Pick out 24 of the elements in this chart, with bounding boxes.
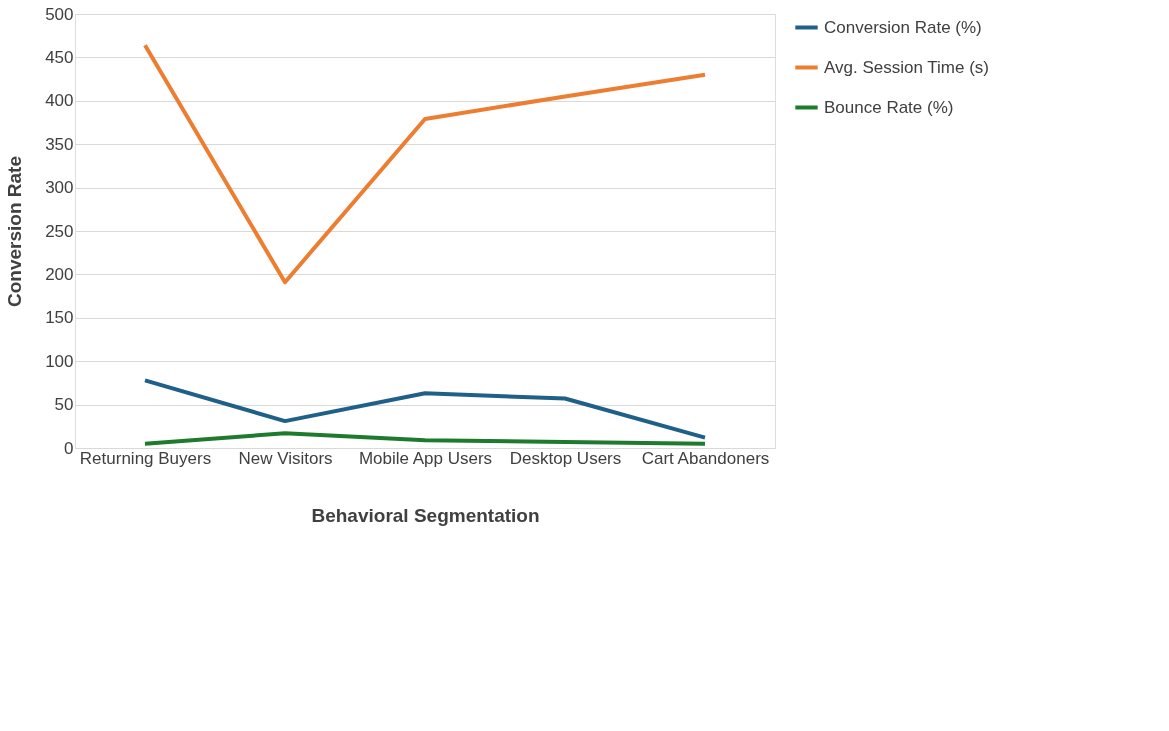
y-axis-title: Conversion Rate (4, 156, 26, 307)
y-tick-label: 350 (45, 134, 74, 154)
y-tick-label: 500 (45, 4, 74, 24)
y-tick-label: 150 (45, 308, 74, 328)
x-tick-label: Cart Abandoners (641, 448, 770, 468)
legend-label: Conversion Rate (%) (824, 17, 982, 37)
x-axis-title: Behavioral Segmentation (311, 504, 540, 526)
y-tick-label: 100 (45, 351, 74, 371)
y-tick-label: 50 (54, 395, 74, 415)
x-tick-label: New Visitors (238, 448, 333, 468)
y-tick-label: 200 (45, 264, 74, 284)
legend-label: Bounce Rate (%) (824, 97, 954, 117)
y-tick-label: 250 (45, 221, 74, 241)
line-series (143, 43, 707, 285)
line-series (143, 431, 707, 446)
y-tick-label: 450 (45, 47, 74, 67)
x-tick-label: Desktop Users (509, 448, 622, 468)
legend-label: Avg. Session Time (s) (824, 57, 990, 77)
x-tick-label: Mobile App Users (358, 448, 493, 468)
y-tick-label: 300 (45, 178, 74, 198)
y-tick-label: 0 (64, 438, 74, 458)
y-tick-label: 400 (45, 91, 74, 111)
line-series (143, 378, 707, 440)
x-tick-label: Returning Buyers (79, 448, 212, 468)
